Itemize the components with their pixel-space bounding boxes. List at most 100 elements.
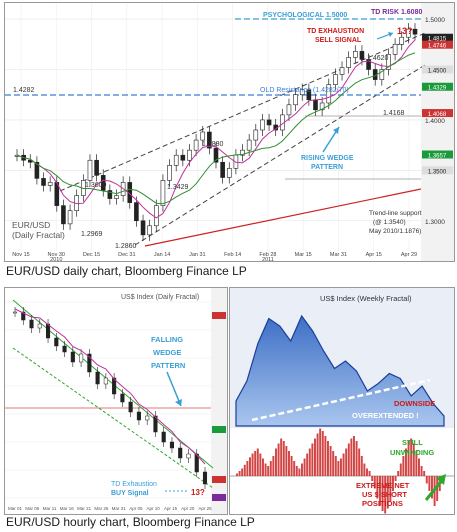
daily-candle [134, 202, 139, 222]
daily-xtick-label: Dec 31 [118, 252, 135, 258]
position-bar [293, 461, 296, 476]
rising-wedge-label: RISING WEDGE [301, 155, 354, 162]
td-risk-label: TD RISK 1.6080 [371, 9, 422, 16]
daily-xtick-label: Jan 31 [189, 252, 206, 258]
position-bar [324, 436, 327, 476]
downside-label: DOWNSIDE [394, 399, 435, 408]
position-bar [340, 458, 342, 476]
hourly-price-tag [212, 312, 226, 319]
still-label: STILL [402, 438, 423, 447]
position-bar [249, 457, 251, 477]
daily-candle [293, 94, 298, 106]
position-bar [345, 448, 348, 476]
position-bar [303, 458, 306, 476]
hourly-candle [37, 323, 42, 329]
daily-xtick-label: Nov 15 [12, 252, 29, 258]
thirteen-label-2: 13? [191, 488, 205, 497]
sell-signal-label: SELL SIGNAL [315, 37, 362, 44]
daily-candle [220, 161, 225, 178]
daily-price-tag-label: 1.4068 [428, 112, 447, 118]
position-bar [332, 451, 335, 476]
position-bar [412, 443, 415, 476]
daily-xtick-label: Mar 31 [330, 252, 347, 258]
daily-candle [207, 131, 212, 149]
position-bar [334, 456, 337, 476]
weekly-area [235, 314, 445, 427]
daily-ytick-label: 1.3000 [425, 219, 445, 226]
daily-candle [187, 149, 192, 161]
daily-xtick-label: Nov 30 [48, 252, 65, 258]
daily-price-tag-label: 1.4815 [428, 37, 447, 43]
daily-xtick-label: Apr 15 [366, 252, 382, 258]
psychological-label: PSYCHOLOGICAL 1.5000 [263, 12, 347, 19]
weekly-trend-line [251, 378, 431, 422]
hourly-candle [178, 447, 183, 459]
position-bar [246, 461, 249, 476]
position-bar [368, 471, 371, 476]
position-bar [321, 431, 324, 476]
daily-candle [359, 51, 365, 60]
daily-candle [67, 210, 73, 225]
daily-candle [147, 225, 152, 236]
wedge-arrowhead-icon [333, 127, 339, 134]
hourly-candle [62, 345, 67, 353]
usd-short-label: US $ SHORT [362, 490, 407, 499]
position-bar [280, 438, 283, 476]
hourly-price-tag [212, 426, 226, 433]
daily-candle [47, 182, 53, 186]
support-label-3: May 2010/1.1876) [369, 228, 421, 235]
position-bar [290, 456, 293, 476]
position-bar [399, 463, 402, 476]
extreme-net-label: EXTREME NET [356, 481, 410, 490]
hourly-price-tag [212, 494, 226, 501]
position-bar [342, 453, 345, 476]
level-1-2860: 1.2860 [115, 243, 137, 250]
daily-candle [299, 89, 305, 96]
hourly-candle [12, 311, 18, 314]
falling-wedge-lower-line [12, 347, 214, 489]
daily-candle [240, 149, 245, 156]
hourly-candle [103, 377, 108, 385]
position-bar [402, 456, 405, 476]
falling-arrowhead-icon [175, 399, 182, 406]
hourly-xtick-label: Apr 15 [164, 506, 178, 511]
daily-price-tag [422, 150, 453, 159]
daily-candle [392, 43, 398, 55]
daily-candle [339, 67, 345, 75]
weekly-chart-title: US$ Index (Weekly Fractal) [320, 294, 412, 303]
hourly-chart-caption: EUR/USD hourly chart, Bloomberg Finance … [6, 515, 255, 529]
daily-candle [260, 119, 265, 131]
daily-price-tag-label: 1.3500 [428, 169, 447, 175]
hourly-xtick-label: Mar 21 [77, 506, 92, 511]
daily-price-tag-label: 1.3657 [428, 154, 447, 160]
daily-xtick-label: Jan 14 [154, 252, 171, 258]
daily-xtick-year: 2010 [50, 257, 62, 261]
sell-arrowhead-icon [388, 32, 393, 37]
position-bar [381, 476, 384, 511]
position-bar [415, 451, 418, 476]
daily-candle [34, 161, 40, 179]
position-bar [360, 456, 363, 476]
hourly-candle [145, 415, 150, 421]
daily-price-tag [422, 82, 453, 91]
position-bar [376, 476, 379, 499]
position-bar [327, 441, 329, 476]
daily-chart-svg: PSYCHOLOGICAL 1.5000 TD RISK 1.6080 TD E… [5, 3, 454, 261]
position-bar [316, 433, 319, 476]
daily-candle [286, 104, 292, 116]
hourly-candle [161, 431, 166, 443]
usd-index-weekly-chart: US$ Index (Weekly Fractal) DOWNSIDE OVER… [229, 287, 455, 515]
positions-label: POSITIONS [362, 499, 403, 508]
daily-candle [386, 54, 391, 70]
daily-candle [94, 159, 99, 176]
daily-candle [366, 59, 371, 70]
daily-candle [154, 205, 159, 227]
position-bar [347, 443, 350, 476]
daily-xtick-label: Feb 14 [224, 252, 241, 258]
td-exhaustion-label-2: TD Exhaustion [111, 481, 157, 488]
hourly-xtick-label: Mar 31 [112, 506, 127, 511]
daily-candle [352, 51, 358, 58]
hourly-candle [95, 371, 100, 385]
hourly-xtick-label: Apr 25 [198, 506, 212, 511]
pattern-label: PATTERN [151, 361, 185, 370]
